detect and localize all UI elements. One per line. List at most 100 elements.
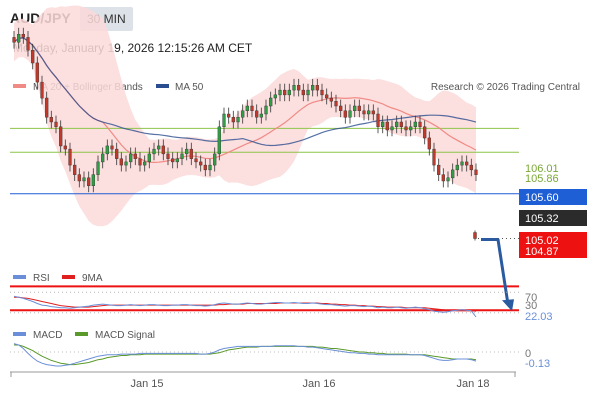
pivot-tag [519, 189, 587, 205]
candle-down [171, 158, 175, 163]
candle-up [222, 113, 226, 128]
rsi-upper-label: 70 [525, 292, 537, 304]
candle-down [301, 89, 305, 96]
candle-down [199, 161, 203, 166]
macd-legend-label: MACD [33, 330, 62, 341]
candle-up [152, 148, 156, 155]
candle-up [353, 105, 357, 112]
candle-down [40, 81, 44, 99]
macd-line [13, 343, 477, 367]
candle-up [292, 85, 296, 91]
candle-down [203, 164, 207, 171]
candle-down [194, 158, 198, 163]
candle-up [96, 161, 100, 175]
candle-down [26, 37, 30, 51]
candle-up [17, 34, 21, 43]
candle-down [161, 145, 165, 155]
candle-up [395, 121, 399, 128]
candle-down [59, 126, 63, 147]
candle-up [236, 116, 240, 123]
rsi-panel [10, 291, 519, 318]
signal-legend-swatch [75, 332, 88, 336]
candle-up [143, 161, 147, 166]
candle-up [348, 110, 352, 118]
candle-up [185, 148, 189, 155]
candle-down [325, 94, 329, 99]
rsi-ma-line [14, 296, 477, 312]
projection-arrowhead [502, 299, 514, 312]
candle-down [376, 113, 380, 128]
candle-down [138, 158, 142, 166]
candle-down [427, 137, 431, 150]
candle-down [423, 126, 427, 139]
candle-up [217, 126, 221, 155]
candle-down [231, 116, 235, 123]
candle-down [110, 145, 114, 150]
candle-down [54, 121, 58, 128]
x-tick-label-1: Jan 16 [302, 378, 335, 390]
candle-down [334, 100, 338, 107]
level-label-105.02: 105.02 [525, 235, 559, 247]
candle-up [91, 174, 95, 187]
candle-down [77, 174, 81, 182]
candle-down [250, 105, 254, 112]
support-tag [519, 232, 587, 258]
candle-up [175, 158, 179, 163]
candle-up [82, 177, 86, 182]
bollinger-band [14, 5, 476, 227]
candle-down [227, 113, 231, 118]
level-label-105.86: 105.86 [525, 173, 559, 185]
signal-legend-label: MACD Signal [95, 330, 155, 341]
candle-up [147, 153, 151, 163]
candle-up [241, 110, 245, 118]
main-panel [10, 5, 519, 312]
candle-up [273, 94, 277, 99]
candle-down [432, 148, 436, 166]
candle-down [418, 121, 422, 128]
candle-down [469, 164, 473, 171]
candle-up [101, 153, 105, 163]
candle-up [213, 153, 217, 166]
candle-up [245, 105, 249, 112]
candle-down [133, 153, 137, 159]
ma50-line [13, 37, 477, 147]
rsi-lower-label: 30 [525, 300, 537, 312]
rsi-line [13, 295, 477, 318]
candle-down [68, 148, 72, 166]
candle-up [180, 153, 184, 159]
projection-arrow [481, 238, 510, 305]
candle-down [12, 37, 16, 43]
candle-up [129, 153, 133, 163]
candle-down [115, 148, 119, 159]
macd-panel [10, 343, 519, 367]
candle-down [255, 110, 259, 118]
candle-down [385, 121, 389, 131]
candle-down [189, 148, 193, 159]
ma20-legend-swatch [13, 84, 26, 88]
candle-up [455, 164, 459, 171]
candle-down [339, 105, 343, 112]
candle-down [21, 34, 25, 38]
level-label-105.60: 105.60 [525, 192, 559, 204]
candle-down [357, 105, 361, 112]
ma50-legend-swatch [156, 84, 169, 88]
candle-up [157, 145, 161, 150]
macd-legend-swatch [13, 332, 26, 336]
candle-up [208, 164, 212, 171]
rsi-legend-label: RSI [33, 273, 50, 284]
candle-down [73, 164, 77, 175]
candle-down [362, 110, 366, 115]
candle-down [315, 85, 319, 91]
credit-label: Research © 2026 Trading Central [431, 82, 580, 93]
candle-down [87, 177, 91, 187]
candle-up [259, 113, 263, 118]
macd-signal-line [14, 344, 477, 366]
candle-down [371, 110, 375, 115]
candle-down [329, 97, 333, 102]
candle-up [287, 89, 291, 96]
candle-down [320, 89, 324, 96]
candle-down [166, 153, 170, 159]
x-tick-label-2: Jan 18 [456, 378, 489, 390]
rsi-ma-legend-label: 9MA [82, 273, 103, 284]
candle-up [278, 89, 282, 96]
